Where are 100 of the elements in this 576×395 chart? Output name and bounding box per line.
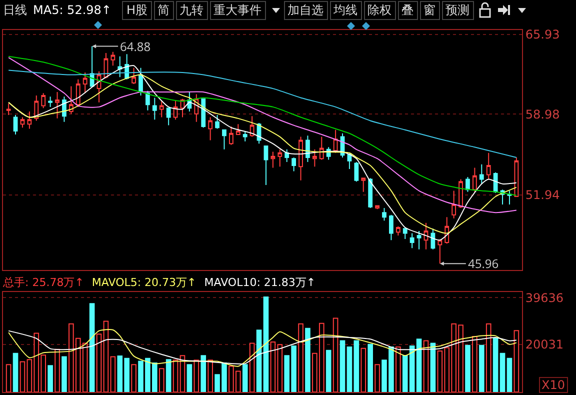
text: 简 <box>154 0 174 20</box>
bar <box>131 364 136 392</box>
bar <box>368 344 373 392</box>
candlestick <box>228 126 234 146</box>
bar <box>506 358 512 392</box>
candlestick <box>361 178 366 192</box>
y-tick-label: 58.98 <box>525 107 560 122</box>
bar <box>263 296 269 392</box>
text: 加自选 <box>284 0 328 20</box>
candlestick <box>354 162 359 182</box>
candlestick <box>375 205 380 210</box>
text: 九转 <box>176 0 208 20</box>
text: 窗 <box>420 0 440 20</box>
candlestick <box>159 100 164 118</box>
candlestick <box>368 178 373 208</box>
candlestick <box>236 124 240 135</box>
bar <box>208 360 213 392</box>
bar <box>62 356 67 392</box>
candlestick <box>118 56 122 78</box>
bar <box>374 364 380 392</box>
text: MA5: 52.98↑ <box>32 3 112 17</box>
bar <box>332 318 338 392</box>
candlestick <box>146 90 150 111</box>
bar <box>12 352 18 392</box>
text: 叠 <box>398 0 418 20</box>
bar <box>158 368 164 392</box>
bar <box>200 355 206 392</box>
candlestick <box>389 214 394 241</box>
text: X10 <box>538 377 568 393</box>
bar <box>54 348 60 392</box>
bar <box>416 338 422 392</box>
bar <box>172 360 178 392</box>
bar <box>242 364 248 392</box>
bar <box>249 342 255 392</box>
candlestick <box>110 51 116 66</box>
text: MAVOL5: 20.73万↑ <box>92 276 196 289</box>
candlestick <box>284 148 290 163</box>
bar <box>48 365 53 392</box>
annotation: 45.96 <box>468 255 499 272</box>
bar <box>180 355 186 392</box>
bar <box>423 340 429 392</box>
candlestick <box>382 207 386 222</box>
candlestick <box>132 67 136 84</box>
text: 重大事件 <box>210 0 266 20</box>
candlestick <box>306 135 310 163</box>
bar <box>96 334 102 392</box>
series-label: 总手: 25.78万↑ <box>3 276 84 289</box>
candlestick <box>410 232 414 249</box>
candlestick <box>201 98 206 128</box>
candlestick <box>264 145 268 186</box>
text: 均线 <box>330 0 362 20</box>
bar <box>430 342 436 392</box>
candlestick <box>452 190 456 219</box>
candlestick <box>292 156 296 172</box>
bar <box>486 323 492 392</box>
candlestick <box>208 116 213 141</box>
bar <box>166 359 172 392</box>
y-tick-label: 65.93 <box>525 27 560 42</box>
text: H股 <box>122 0 152 20</box>
candlestick <box>48 96 53 108</box>
bar <box>110 356 116 392</box>
candlestick <box>312 148 317 168</box>
bar <box>103 320 109 392</box>
bar <box>186 364 192 392</box>
candlestick <box>20 116 25 128</box>
text: 除权 <box>364 0 396 20</box>
candlestick <box>68 86 74 114</box>
candlestick <box>166 108 171 126</box>
bar <box>305 328 310 392</box>
candlestick <box>486 152 491 180</box>
candlestick <box>82 72 88 94</box>
candlestick <box>27 111 32 130</box>
candlestick <box>319 136 324 160</box>
bar <box>6 364 12 392</box>
candlestick <box>76 78 80 108</box>
candlestick <box>396 226 400 236</box>
bar <box>354 340 360 392</box>
y-tick-label: 51.94 <box>525 188 560 202</box>
candlestick <box>438 240 442 264</box>
candlestick <box>55 92 60 119</box>
candlestick <box>41 92 46 109</box>
candlestick <box>270 151 276 168</box>
candlestick <box>416 230 422 250</box>
bar <box>298 323 304 392</box>
candlestick <box>430 228 436 250</box>
candlestick <box>402 227 408 240</box>
candlestick <box>466 176 470 192</box>
candlestick <box>458 178 463 208</box>
candlestick <box>472 167 477 192</box>
candlestick <box>222 129 226 150</box>
bar <box>346 346 352 392</box>
candlestick <box>424 222 428 250</box>
candlestick <box>507 190 512 206</box>
text: 预测 <box>442 0 474 20</box>
bar <box>478 344 484 392</box>
candlestick <box>215 114 220 130</box>
candlestick <box>242 130 248 142</box>
line-series <box>8 70 517 158</box>
bar <box>360 348 366 392</box>
candlestick <box>278 148 282 168</box>
